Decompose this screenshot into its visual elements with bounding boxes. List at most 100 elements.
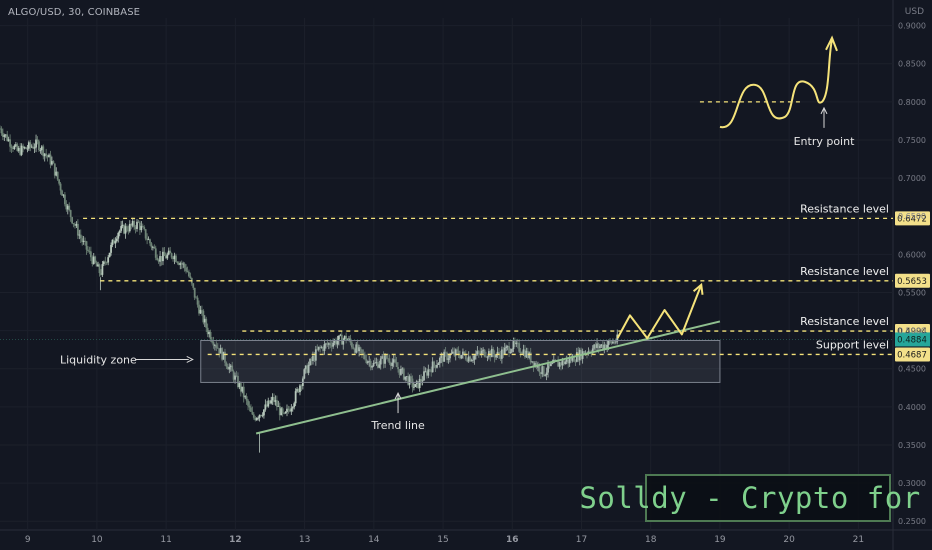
x-tick-label: 12 [229,535,242,545]
candle-body [196,297,199,305]
candle-body [528,352,531,358]
candle-body [244,396,247,398]
candle-body [287,408,290,411]
candle-body [411,378,414,388]
arrowhead-icon [825,35,838,52]
candle-body [313,355,316,361]
candle-body [463,351,466,355]
candle-body [69,210,72,218]
candle-body [113,239,115,244]
candle-body [545,372,548,375]
candle-body [248,405,251,408]
candle-body [606,344,609,349]
candle-body [316,349,319,351]
candle-body [470,360,473,362]
candle-body [421,380,424,382]
projection-group [616,282,704,340]
candle-body [49,154,52,165]
candle-body [150,243,153,248]
candle-body [45,153,48,156]
x-tick-label: 19 [714,535,726,545]
candle-body [186,271,189,273]
candle-body [325,343,327,345]
candle-body [425,371,428,376]
candle-body [524,349,526,358]
candle-body [91,257,94,264]
price-axis[interactable]: 0.9000 0.8500 0.8000 0.7500 0.7000 0.6500 0.60… [898,22,926,527]
candle-body [281,408,284,414]
trend-line-group: Trend line [255,320,721,435]
candle-body [616,334,619,342]
candle-body [264,404,267,410]
candle-body [176,261,179,263]
candle-body [428,369,431,371]
candle-body [124,226,127,234]
candle-body [469,356,472,362]
candle-body [443,351,446,362]
candle-body [274,400,277,402]
candle-body [601,344,604,349]
candle-body [291,407,294,409]
candle-body [591,348,594,354]
candle-body [424,371,427,373]
candle-body [23,147,26,149]
candle-body [564,361,567,365]
candle-body [189,276,192,279]
candle-body [235,375,238,377]
candle-body [35,139,37,148]
y-tick-label: 0.5000 [898,327,926,336]
candle-body [515,342,518,345]
candle-body [355,344,358,353]
candle-body [541,366,544,375]
candle-body [46,155,49,158]
candle-body [358,347,361,352]
candle-body [332,342,335,347]
projection-path [616,284,703,340]
candle-body [502,349,505,355]
candle-body [22,145,24,149]
liquidity-zone-label: Liquidity zone [60,353,137,366]
candle-body [574,361,577,363]
candle-body [446,352,448,360]
x-tick-label: 20 [783,535,795,545]
time-axis[interactable]: 9 10 11 12 13 14 15 16 17 18 19 20 21 [25,535,864,545]
candle-body [529,352,532,363]
candle-body [433,361,435,366]
candle-body [143,227,146,230]
candle-body [330,345,333,347]
candle-body [25,147,27,149]
candle-body [62,194,65,196]
candle-body [464,354,467,360]
candle-body [547,363,549,373]
candle-body [376,362,379,368]
candle-body [475,354,477,356]
candle-body [271,397,274,401]
candle-body [495,354,498,358]
candle-body [372,362,375,367]
y-tick-label: 0.6000 [898,250,926,259]
candle-body [94,256,97,263]
candle-body [206,327,209,335]
candle-body [170,253,173,258]
candle-body [534,363,536,367]
x-tick-label: 14 [368,535,380,545]
candle-body [208,332,211,335]
candle-body [604,344,607,349]
candle-body [258,414,261,418]
candle-body [58,179,61,184]
candle-body [381,356,384,359]
candle-body [480,350,483,354]
arrowhead-icon [820,106,828,115]
candle-body [84,240,86,242]
candle-body [221,348,223,360]
candle-body [36,139,39,142]
x-tick-label: 9 [25,535,31,545]
level-price-text: 0.6472 [897,214,927,224]
candle-body [521,353,523,354]
candle-body [477,351,480,353]
candle-body [539,372,542,375]
candle-body [0,128,3,134]
candle-body [462,351,464,355]
candle-body [241,386,244,392]
